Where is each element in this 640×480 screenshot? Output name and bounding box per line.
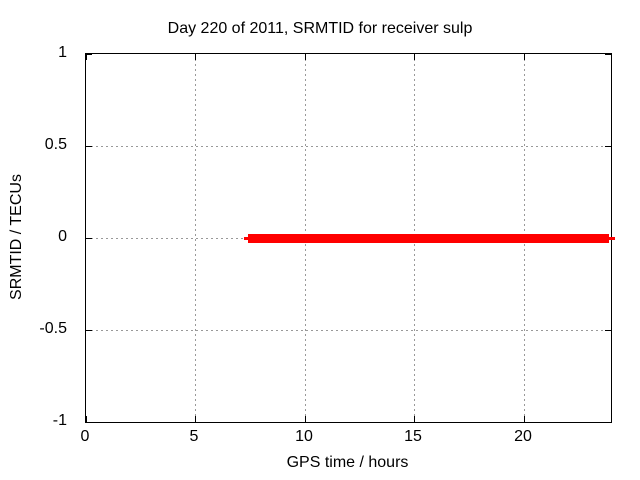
y-tick-left (86, 146, 92, 147)
y-tick-right (605, 146, 611, 147)
y-gridline (86, 146, 611, 147)
x-tick-label: 10 (295, 428, 313, 445)
x-tick-bottom (195, 416, 196, 422)
y-tick-label: -0.5 (39, 320, 67, 337)
x-axis-label: GPS time / hours (286, 454, 409, 471)
x-tick-label: 20 (514, 428, 532, 445)
chart-title: Day 220 of 2011, SRMTID for receiver sul… (167, 20, 473, 37)
y-tick-right (605, 54, 611, 55)
x-tick-bottom (524, 416, 525, 422)
plot-area (85, 53, 615, 423)
y-tick-label: 0.5 (44, 136, 67, 153)
x-tick-bottom (86, 416, 87, 422)
x-tick-label: 15 (404, 428, 422, 445)
x-tick-bottom (414, 416, 415, 422)
x-tick-top (305, 54, 306, 60)
x-tick-label: 5 (189, 428, 199, 445)
x-tick-bottom (305, 416, 306, 422)
y-tick-left (86, 238, 92, 239)
x-tick-top (524, 54, 525, 60)
x-tick-label: 0 (80, 428, 90, 445)
y-tick-label: 0 (58, 228, 67, 245)
y-tick-left (86, 54, 92, 55)
x-tick-top (414, 54, 415, 60)
y-tick-left (86, 330, 92, 331)
series-line-core (248, 234, 609, 243)
y-tick-right (605, 330, 611, 331)
y-tick-left (86, 422, 92, 423)
y-tick-label: -1 (52, 412, 67, 429)
y-gridline (86, 330, 611, 331)
x-tick-top (86, 54, 87, 60)
y-tick-right (605, 422, 611, 423)
x-tick-top (195, 54, 196, 60)
y-tick-label: 1 (58, 44, 67, 61)
